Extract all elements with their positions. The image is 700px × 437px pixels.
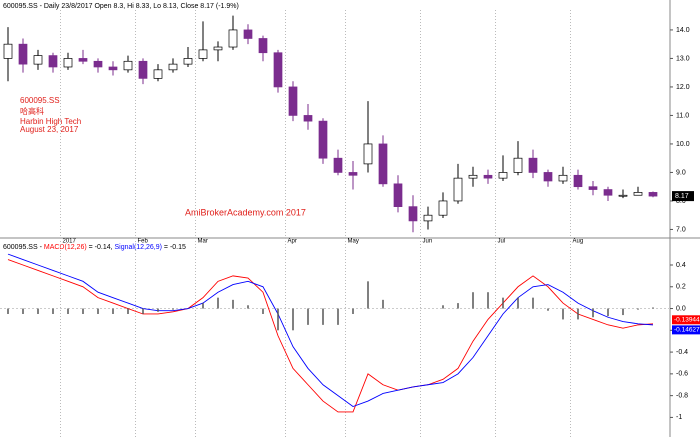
- watermark: AmiBrokerAcademy.com 2017: [185, 207, 306, 217]
- x-tick-label: Feb: [138, 239, 149, 245]
- y-tick-label: -1: [676, 414, 682, 421]
- candle-body: [93, 60, 103, 68]
- x-tick-label: Jul: [498, 239, 506, 245]
- title-prefix: 600095.SS -: [3, 244, 44, 251]
- x-tick-label: 2017: [63, 239, 77, 245]
- last-value-label: -0.139441: [674, 317, 700, 324]
- last-value-box: [672, 325, 700, 335]
- candle-body: [648, 192, 658, 197]
- candle-body: [603, 189, 613, 196]
- candle-body: [3, 43, 13, 59]
- y-tick-label: -0.4: [676, 349, 688, 356]
- candle-body: [228, 29, 238, 48]
- candle-body: [243, 29, 253, 39]
- line-series: [7, 253, 654, 408]
- candle-body: [183, 58, 193, 65]
- annotation: 哈高科: [20, 106, 44, 116]
- annotation: 600095.SS: [20, 96, 60, 105]
- y-tick-label: 14.0: [676, 27, 690, 34]
- annotation: August 23, 2017: [20, 125, 79, 134]
- macd-title: 600095.SS - MACD(12,26) = -0.14, Signal(…: [3, 244, 186, 251]
- legend-entry: MACD(12,26): [44, 244, 87, 251]
- candle-body: [408, 206, 418, 222]
- candle-body: [483, 174, 493, 179]
- candle-body: [618, 194, 628, 197]
- candle-body: [333, 157, 343, 173]
- y-tick-label: 0.2: [676, 284, 686, 291]
- y-tick-label: -0.8: [676, 392, 688, 399]
- y-tick-label: 13.0: [676, 55, 690, 62]
- y-tick-label: 10.0: [676, 141, 690, 148]
- candle-body: [423, 214, 433, 222]
- candle-body: [348, 172, 358, 176]
- x-tick-label: May: [348, 239, 359, 245]
- candle-body: [138, 60, 148, 79]
- last-price-label: 8.17: [675, 193, 689, 200]
- candle-body: [168, 63, 178, 71]
- candle-body: [198, 49, 208, 59]
- candle-body: [378, 143, 388, 185]
- candle-body: [363, 143, 373, 165]
- y-tick-label: 8.0: [676, 198, 686, 205]
- y-tick-label: -0.6: [676, 371, 688, 378]
- y-tick-label: 11.0: [676, 112, 689, 119]
- candle-body: [213, 46, 223, 51]
- candle-body: [78, 58, 88, 62]
- y-tick-label: 7.0: [676, 226, 686, 233]
- y-tick-label: 9.0: [676, 169, 686, 176]
- candle-body: [468, 174, 478, 179]
- candle-body: [438, 200, 448, 216]
- candle-body: [288, 86, 298, 116]
- y-tick-label: 0.0: [676, 305, 686, 312]
- candle-body: [108, 66, 118, 71]
- candle-body: [258, 38, 268, 54]
- candle-body: [573, 174, 583, 188]
- candle-body: [123, 60, 133, 71]
- x-tick-label: Jun: [423, 239, 433, 245]
- x-tick-label: Apr: [288, 239, 297, 245]
- legend-value: = -0.15: [162, 244, 186, 251]
- candle-body: [588, 186, 598, 190]
- candle-body: [543, 172, 553, 182]
- candle-body: [273, 52, 283, 88]
- chart-title: 600095.SS - Daily 23/8/2017 Open 8.3, Hi…: [3, 3, 239, 10]
- candle-body: [33, 55, 43, 65]
- candle-body: [498, 172, 508, 179]
- candle-body: [153, 69, 163, 79]
- candle-body: [513, 157, 523, 173]
- candle-body: [18, 43, 28, 65]
- candle-body: [528, 157, 538, 173]
- candle-body: [558, 174, 568, 182]
- candle-body: [633, 192, 643, 196]
- candle-body: [63, 58, 73, 68]
- legend-value: = -0.14,: [87, 244, 115, 251]
- candle-body: [393, 183, 403, 207]
- last-value-label: -0.146271: [674, 327, 700, 334]
- candle-body: [48, 55, 58, 68]
- x-tick-label: Aug: [573, 239, 584, 245]
- y-tick-label: 0.4: [676, 262, 686, 269]
- candle-body: [453, 177, 463, 202]
- y-tick-label: 12.0: [676, 84, 690, 91]
- last-price-box: [672, 191, 694, 202]
- candle-body: [303, 115, 313, 122]
- annotation: Harbin High Tech: [20, 117, 81, 126]
- x-tick-label: Mar: [198, 239, 208, 245]
- legend-entry: Signal(12,26,9): [115, 244, 162, 251]
- last-value-box: [672, 315, 700, 325]
- candle-body: [318, 120, 328, 159]
